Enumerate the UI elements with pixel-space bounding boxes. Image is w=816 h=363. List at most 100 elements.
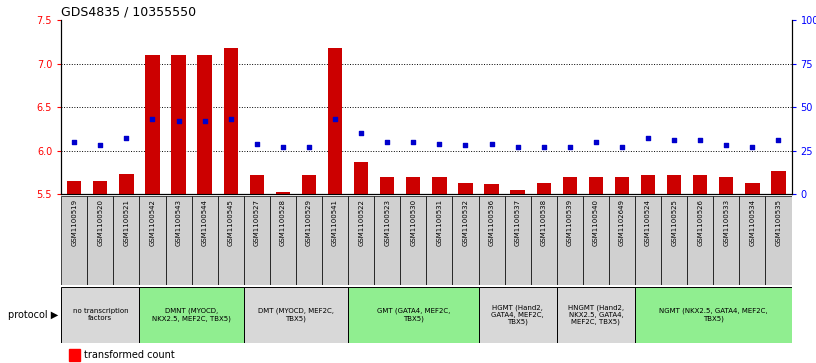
Bar [192, 196, 218, 285]
Bar [641, 175, 655, 194]
Bar [719, 177, 734, 194]
Text: GSM1100543: GSM1100543 [175, 199, 182, 246]
Bar [270, 196, 296, 285]
Point [485, 141, 498, 147]
Bar [530, 196, 557, 285]
Text: GSM1100521: GSM1100521 [123, 199, 130, 246]
Bar [583, 196, 609, 285]
Text: GSM1100541: GSM1100541 [332, 199, 338, 246]
Bar [771, 171, 786, 194]
Bar [302, 175, 316, 194]
Bar [511, 190, 525, 194]
Text: GSM1100542: GSM1100542 [149, 199, 156, 245]
Text: transformed count: transformed count [84, 350, 175, 360]
Text: GMT (GATA4, MEF2C,
TBX5): GMT (GATA4, MEF2C, TBX5) [377, 308, 450, 322]
Bar [375, 196, 401, 285]
Bar [322, 196, 348, 285]
Bar [478, 196, 504, 285]
Bar [87, 196, 113, 285]
Text: GSM1100520: GSM1100520 [97, 199, 104, 246]
Text: GSM1100519: GSM1100519 [71, 199, 78, 246]
Bar [693, 175, 707, 194]
Text: NGMT (NKX2.5, GATA4, MEF2C,
TBX5): NGMT (NKX2.5, GATA4, MEF2C, TBX5) [659, 308, 768, 322]
Point [459, 143, 472, 148]
Text: HGMT (Hand2,
GATA4, MEF2C,
TBX5): HGMT (Hand2, GATA4, MEF2C, TBX5) [491, 305, 544, 325]
Point [146, 117, 159, 122]
Point [589, 139, 602, 145]
Bar [432, 177, 446, 194]
Text: GSM1100524: GSM1100524 [645, 199, 651, 245]
Bar [635, 287, 792, 343]
Bar [557, 196, 583, 285]
Point [329, 117, 342, 122]
Bar [218, 196, 244, 285]
Point [772, 137, 785, 143]
Bar [119, 174, 134, 194]
Bar [745, 183, 760, 194]
Bar [557, 287, 635, 343]
Bar [166, 196, 192, 285]
Text: GSM1100545: GSM1100545 [228, 199, 233, 245]
Text: GSM1100540: GSM1100540 [593, 199, 599, 246]
Bar [667, 175, 681, 194]
Text: protocol ▶: protocol ▶ [8, 310, 59, 320]
Bar [113, 196, 140, 285]
Bar [140, 287, 244, 343]
Point [251, 141, 264, 147]
Bar [765, 196, 792, 285]
Text: GSM1100531: GSM1100531 [437, 199, 442, 246]
Text: GSM1100523: GSM1100523 [384, 199, 390, 246]
Bar [426, 196, 452, 285]
Bar [276, 192, 290, 194]
Bar [459, 183, 472, 194]
Bar [563, 177, 577, 194]
Bar [224, 48, 238, 194]
Text: GSM1100537: GSM1100537 [515, 199, 521, 246]
Bar [401, 196, 426, 285]
Bar [406, 177, 420, 194]
Point [511, 144, 524, 150]
Bar [380, 177, 394, 194]
Text: HNGMT (Hand2,
NKX2.5, GATA4,
MEF2C, TBX5): HNGMT (Hand2, NKX2.5, GATA4, MEF2C, TBX5… [568, 305, 624, 325]
Point [224, 117, 237, 122]
Bar [537, 183, 551, 194]
Text: no transcription
factors: no transcription factors [73, 309, 128, 321]
Point [303, 144, 316, 150]
Text: GSM1100538: GSM1100538 [541, 199, 547, 246]
Text: GSM1100532: GSM1100532 [463, 199, 468, 246]
Bar [452, 196, 478, 285]
Bar [348, 287, 478, 343]
Point [720, 143, 733, 148]
Point [407, 139, 420, 145]
Bar [713, 196, 739, 285]
Point [667, 137, 681, 143]
Bar [354, 162, 368, 194]
Text: GDS4835 / 10355550: GDS4835 / 10355550 [61, 6, 197, 19]
Bar [614, 177, 629, 194]
Text: GSM1100529: GSM1100529 [306, 199, 312, 246]
Point [381, 139, 394, 145]
Bar [250, 175, 264, 194]
Bar [244, 196, 270, 285]
Bar [588, 177, 603, 194]
Bar [61, 196, 87, 285]
Bar [244, 287, 348, 343]
Point [120, 135, 133, 141]
Text: DMNT (MYOCD,
NKX2.5, MEF2C, TBX5): DMNT (MYOCD, NKX2.5, MEF2C, TBX5) [152, 308, 231, 322]
Bar [93, 181, 108, 194]
Bar [635, 196, 661, 285]
Bar [609, 196, 635, 285]
Point [355, 130, 368, 136]
Text: GSM1100533: GSM1100533 [723, 199, 730, 246]
Bar [485, 184, 499, 194]
Point [563, 144, 576, 150]
Bar [67, 181, 82, 194]
Text: GSM1102649: GSM1102649 [619, 199, 625, 246]
Point [746, 144, 759, 150]
Text: GSM1100522: GSM1100522 [358, 199, 364, 245]
Bar [504, 196, 530, 285]
Text: GSM1100530: GSM1100530 [410, 199, 416, 246]
Point [172, 118, 185, 124]
Text: GSM1100534: GSM1100534 [749, 199, 756, 246]
Point [641, 135, 654, 141]
